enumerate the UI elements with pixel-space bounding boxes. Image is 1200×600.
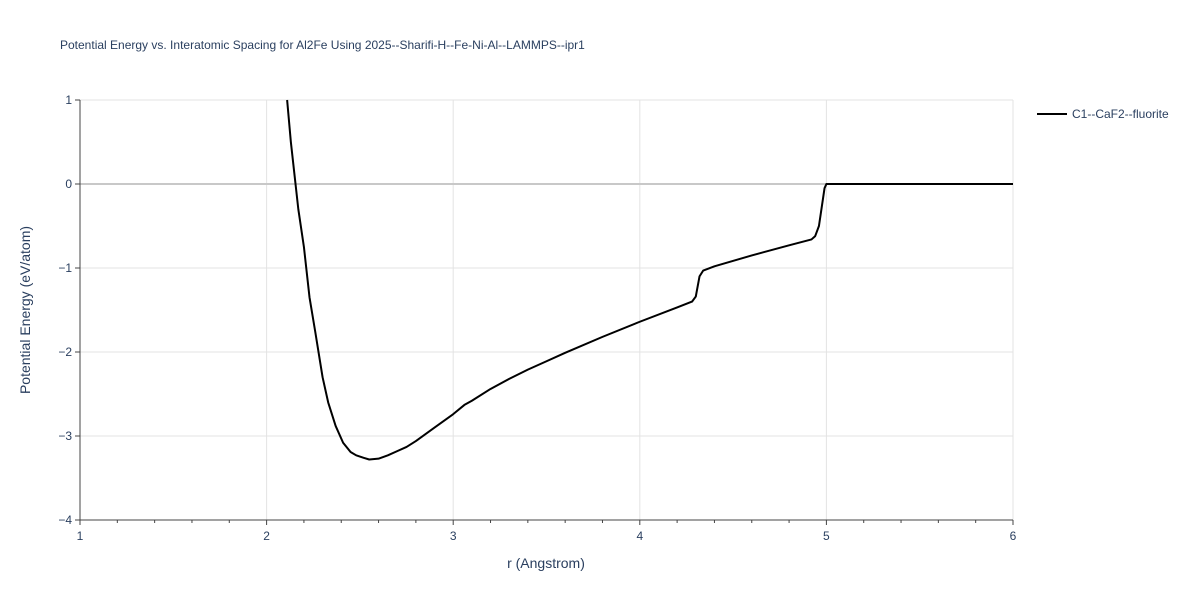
x-tick-label: 6 [1010, 529, 1017, 543]
axis-layer [75, 99, 1014, 525]
legend-label: C1--CaF2--fluorite [1072, 107, 1169, 121]
x-tick-label: 4 [636, 529, 643, 543]
grid-layer [80, 99, 1014, 520]
x-axis-title: r (Angstrom) [507, 555, 585, 571]
y-tick-label: −2 [58, 345, 72, 359]
y-axis-title: Potential Energy (eV/atom) [17, 226, 33, 394]
label-layer: 1 2 3 4 5 6 1 0 −1 −2 −3 −4 [58, 93, 1016, 543]
y-tick-label: 1 [65, 93, 72, 107]
y-tick-label: −1 [58, 261, 72, 275]
series-line-0 [286, 99, 1013, 461]
x-tick-label: 1 [77, 529, 84, 543]
y-tick-label: −3 [58, 429, 72, 443]
y-tick-label: 0 [65, 177, 72, 191]
x-tick-label: 5 [823, 529, 830, 543]
x-tick-label: 2 [263, 529, 270, 543]
chart-title: Potential Energy vs. Interatomic Spacing… [60, 38, 585, 52]
x-tick-label: 3 [450, 529, 457, 543]
series-layer [286, 99, 1013, 461]
legend[interactable]: C1--CaF2--fluorite [1037, 107, 1169, 121]
y-tick-label: −4 [58, 513, 72, 527]
